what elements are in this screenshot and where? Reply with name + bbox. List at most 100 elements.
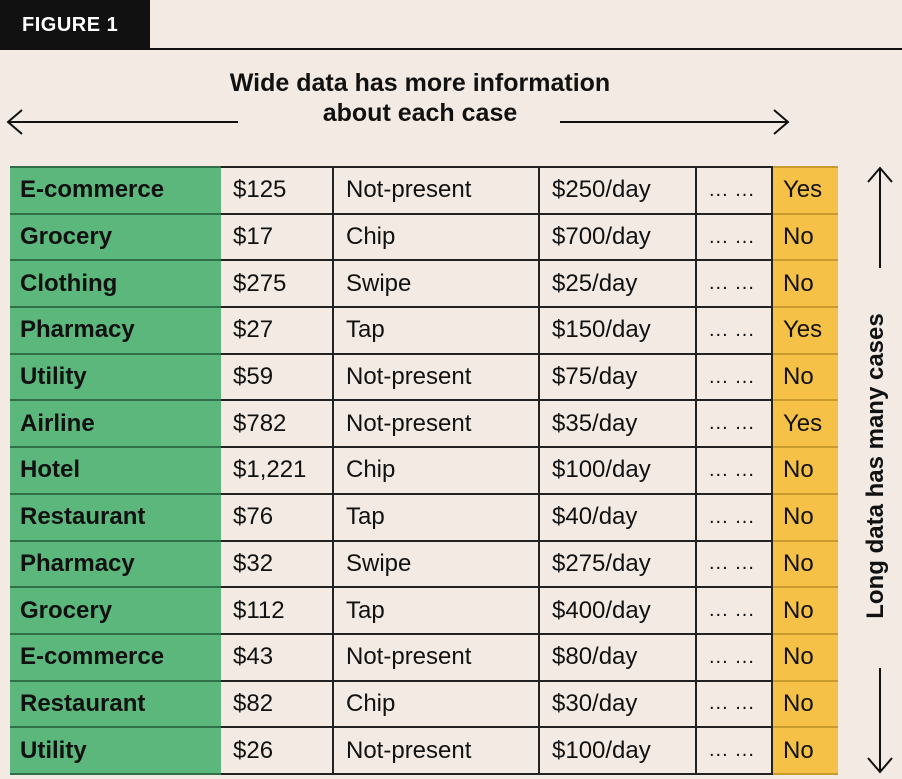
payment-method-cell: Tap [333, 492, 540, 542]
up-arrow-icon [867, 166, 893, 183]
amount-cell: $17 [221, 212, 334, 262]
amount-cell: $26 [221, 726, 334, 775]
payment-method-cell: Chip [333, 446, 540, 495]
flag-cell: Yes [772, 399, 838, 449]
table-row: E-commerce $43 Not-present $80/day... ... No [10, 632, 838, 682]
transactions-table: E-commerce $125 Not-present $250/day... ...… [10, 166, 838, 775]
header-rule [150, 48, 902, 50]
ellipsis-cell: ... ... [696, 306, 773, 355]
amount-cell: $59 [221, 352, 334, 402]
flag-cell: No [772, 212, 838, 262]
table-row: Restaurant $76 Tap $40/day... ... No [10, 492, 838, 542]
rate-cell: $700/day [539, 212, 697, 262]
amount-cell: $32 [221, 539, 334, 589]
ellipsis-cell: ... ... [696, 212, 773, 262]
payment-method-cell: Not-present [333, 399, 540, 449]
flag-cell: No [772, 259, 838, 309]
category-cell: Airline [10, 399, 221, 449]
table-row: Pharmacy $27 Tap $150/day... ... Yes [10, 306, 838, 355]
rate-cell: $80/day [539, 632, 697, 682]
amount-cell: $76 [221, 492, 334, 542]
flag-cell: No [772, 352, 838, 402]
category-cell: Restaurant [10, 492, 221, 542]
category-cell: Utility [10, 352, 221, 402]
category-cell: Clothing [10, 259, 221, 309]
payment-method-cell: Tap [333, 306, 540, 355]
ellipsis-cell: ... ... [696, 726, 773, 775]
rate-cell: $400/day [539, 586, 697, 635]
table-row: Clothing $275 Swipe $25/day... ... No [10, 259, 838, 309]
caption-line-2: about each case [322, 99, 518, 127]
flag-cell: No [772, 632, 838, 682]
category-cell: E-commerce [10, 632, 221, 682]
payment-method-cell: Not-present [333, 632, 540, 682]
table-row: Hotel $1,221 Chip $100/day... ... No [10, 446, 838, 495]
rate-cell: $100/day [539, 726, 697, 775]
amount-cell: $782 [221, 399, 334, 449]
payment-method-cell: Swipe [333, 539, 540, 589]
amount-cell: $112 [221, 586, 334, 635]
right-arrow-icon [773, 109, 790, 135]
caption-line-1: Wide data has more information [229, 69, 611, 97]
ellipsis-cell: ... ... [696, 399, 773, 449]
rate-cell: $250/day [539, 166, 697, 215]
category-cell: Grocery [10, 212, 221, 262]
ellipsis-cell: ... ... [696, 586, 773, 635]
category-cell: Restaurant [10, 679, 221, 729]
category-cell: Pharmacy [10, 539, 221, 589]
ellipsis-cell: ... ... [696, 632, 773, 682]
payment-method-cell: Tap [333, 586, 540, 635]
amount-cell: $125 [221, 166, 334, 215]
payment-method-cell: Swipe [333, 259, 540, 309]
rate-cell: $40/day [539, 492, 697, 542]
flag-cell: No [772, 446, 838, 495]
payment-method-cell: Chip [333, 679, 540, 729]
down-arrow-icon [867, 757, 893, 774]
ellipsis-cell: ... ... [696, 259, 773, 309]
category-cell: Hotel [10, 446, 221, 495]
flag-cell: No [772, 726, 838, 775]
ellipsis-cell: ... ... [696, 352, 773, 402]
flag-cell: Yes [772, 166, 838, 215]
table-row: Grocery $17 Chip $700/day... ... No [10, 212, 838, 262]
category-cell: Pharmacy [10, 306, 221, 355]
table-row: Airline $782 Not-present $35/day... ... Yes [10, 399, 838, 449]
table-row: Pharmacy $32 Swipe $275/day... ... No [10, 539, 838, 589]
long-data-caption: Long data has many cases [862, 313, 889, 619]
payment-method-cell: Chip [333, 212, 540, 262]
figure-label: FIGURE 1 [0, 0, 150, 50]
ellipsis-cell: ... ... [696, 679, 773, 729]
amount-cell: $82 [221, 679, 334, 729]
ellipsis-cell: ... ... [696, 446, 773, 495]
rate-cell: $30/day [539, 679, 697, 729]
flag-cell: No [772, 586, 838, 635]
rate-cell: $150/day [539, 306, 697, 355]
table-row: E-commerce $125 Not-present $250/day... ...… [10, 166, 838, 215]
rate-cell: $275/day [539, 539, 697, 589]
amount-cell: $43 [221, 632, 334, 682]
payment-method-cell: Not-present [333, 726, 540, 775]
amount-cell: $1,221 [221, 446, 334, 495]
wide-data-caption: Wide data has more information about eac… [150, 68, 690, 128]
rate-cell: $100/day [539, 446, 697, 495]
ellipsis-cell: ... ... [696, 539, 773, 589]
table-row: Restaurant $82 Chip $30/day... ... No [10, 679, 838, 729]
rate-cell: $75/day [539, 352, 697, 402]
table-row: Utility $26 Not-present $100/day... ... No [10, 726, 838, 775]
amount-cell: $27 [221, 306, 334, 355]
table-row: Utility $59 Not-present $75/day... ... No [10, 352, 838, 402]
ellipsis-cell: ... ... [696, 166, 773, 215]
left-arrow-icon [6, 109, 23, 135]
payment-method-cell: Not-present [333, 166, 540, 215]
rate-cell: $25/day [539, 259, 697, 309]
rate-cell: $35/day [539, 399, 697, 449]
payment-method-cell: Not-present [333, 352, 540, 402]
amount-cell: $275 [221, 259, 334, 309]
category-cell: E-commerce [10, 166, 221, 215]
ellipsis-cell: ... ... [696, 492, 773, 542]
category-cell: Grocery [10, 586, 221, 635]
flag-cell: No [772, 492, 838, 542]
category-cell: Utility [10, 726, 221, 775]
flag-cell: Yes [772, 306, 838, 355]
